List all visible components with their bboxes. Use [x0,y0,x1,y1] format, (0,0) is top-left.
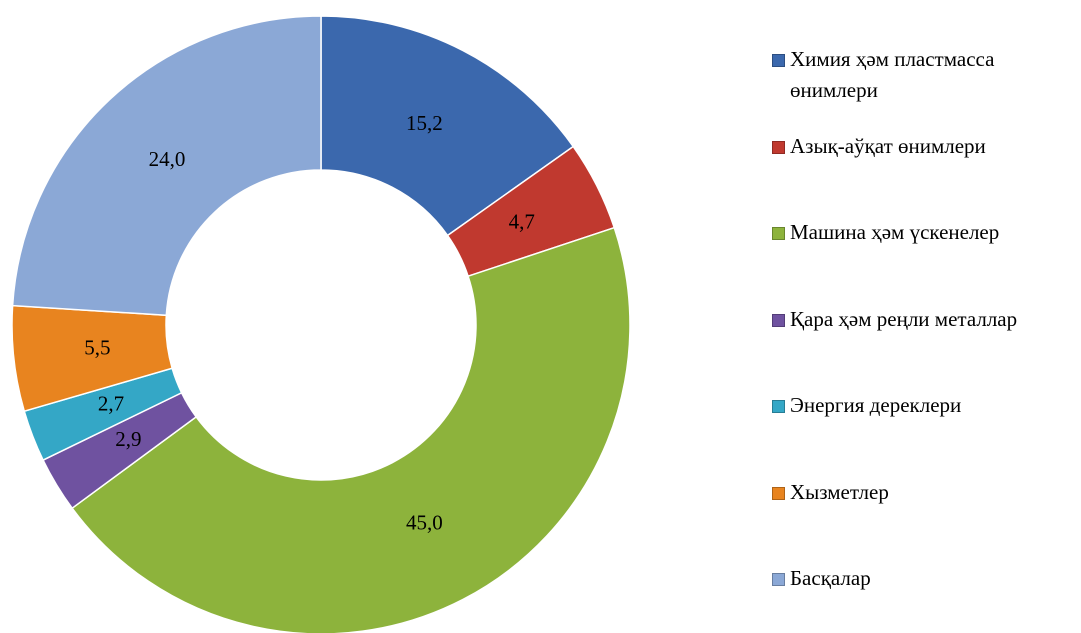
legend-swatch [772,54,785,67]
data-label: 45,0 [406,511,443,535]
legend-label: Азық-аўқат өнимлери [790,133,986,158]
donut-slice [11,15,322,317]
legend-swatch [772,227,785,240]
legend-label: Машина ҳәм үскенелер [790,220,1000,244]
data-label: 2,9 [115,427,141,451]
legend-swatch [772,313,785,327]
data-label: 15,2 [406,111,443,135]
data-label: 24,0 [149,147,186,171]
legend-swatch [772,486,785,500]
legend-label: Қара ҳәм реңли металлар [790,306,1018,331]
data-label: 2,7 [98,392,124,416]
data-label: 5,5 [84,336,110,360]
legend-swatch [772,140,785,154]
legend-label: Химия ҳәм пластмасса өнимлери [790,47,995,102]
legend-label: Энергия дереклери [790,393,962,417]
legend-item: Энергия дереклери [772,390,1072,421]
legend-item: Қара ҳәм реңли металлар [772,304,1072,335]
legend-item: Химия ҳәм пластмасса өнимлери [772,44,1072,106]
legend-label: Басқалар [790,566,871,590]
legend-swatch [772,400,785,413]
data-label: 4,7 [509,209,535,233]
legend-item: Хызметлер [772,477,1072,508]
donut-slice [320,15,575,237]
legend-swatch [772,573,785,586]
donut-slice [71,226,631,633]
legend-label: Хызметлер [790,479,889,504]
legend-item: Машина ҳәм үскенелер [772,217,1072,248]
legend-item: Басқалар [772,563,1072,594]
legend-item: Азық-аўқат өнимлери [772,131,1072,162]
